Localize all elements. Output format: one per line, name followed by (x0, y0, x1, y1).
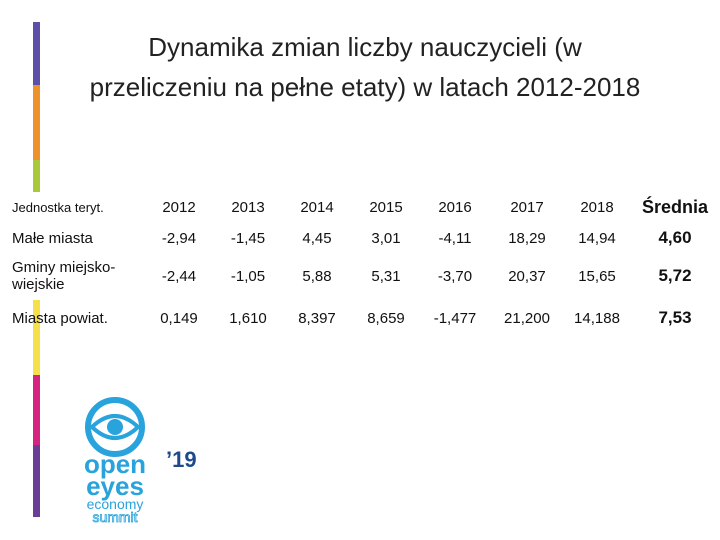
table-cell: -1,45 (230, 229, 266, 247)
table-cell: -3,70 (437, 267, 473, 285)
header-cell: 2012 (162, 198, 196, 216)
header-cell: 2013 (231, 198, 265, 216)
accent-bar (33, 300, 40, 375)
logo-eye (89, 414, 141, 440)
header-cell: 2016 (438, 198, 472, 216)
header-cell: Jednostka teryt. (12, 199, 104, 215)
logo-text: economy (87, 496, 144, 512)
table-cell: 15,65 (578, 267, 616, 285)
logo-text: summit (92, 509, 137, 525)
table-cell: 20,37 (508, 267, 546, 285)
logo-ring (85, 397, 145, 457)
table-cell: 4,60 (658, 228, 692, 247)
accent-bar (33, 22, 40, 85)
table-cell: 5,72 (658, 266, 692, 285)
table-cell: 3,01 (371, 229, 401, 247)
table-cell: -1,05 (230, 267, 266, 285)
accent-bar (33, 375, 40, 445)
accent-bar (33, 445, 40, 517)
logo-year: ’19 (166, 447, 197, 472)
table-cell: Gminy miejsko-wiejskie (12, 259, 116, 293)
table-cell: Miasta powiat. (12, 309, 108, 327)
header-cell: 2015 (369, 198, 403, 216)
table-cell: -4,11 (438, 229, 472, 247)
table-cell: 14,188 (574, 309, 620, 327)
title-line: przeliczeniu na pełne etaty) w latach 20… (89, 72, 641, 102)
table-cell: 5,31 (371, 267, 401, 285)
table-cell: 0,149 (160, 309, 198, 327)
table-cell: 21,200 (504, 309, 550, 327)
table-cell: 18,29 (508, 229, 546, 247)
table-cell: 4,45 (302, 229, 332, 247)
header-cell: 2014 (300, 198, 334, 216)
table-cell: -2,94 (161, 229, 197, 247)
table-cell: 14,94 (578, 229, 616, 247)
title-line: Dynamika zmian liczby nauczycieli (w (148, 32, 582, 62)
table-cell: 7,53 (658, 308, 692, 327)
table-cell: Małe miasta (12, 229, 93, 247)
table-cell: -2,44 (161, 267, 197, 285)
table-cell: 1,610 (229, 309, 267, 327)
logo-text: open (84, 449, 146, 479)
table-cell: -1,477 (433, 309, 477, 327)
accent-bar (33, 160, 40, 192)
header-cell: 2017 (510, 198, 544, 216)
header-cell: 2018 (580, 198, 614, 216)
table-cell: 8,397 (298, 309, 336, 327)
logo-pupil (107, 419, 123, 435)
table-cell: 5,88 (302, 267, 332, 285)
logo-text: eyes (86, 471, 144, 501)
logo: open ’19 eyes economy summit (84, 397, 197, 525)
table-cell: 8,659 (367, 309, 405, 327)
header-cell: Średnia (641, 196, 709, 217)
accent-bar (33, 85, 40, 160)
